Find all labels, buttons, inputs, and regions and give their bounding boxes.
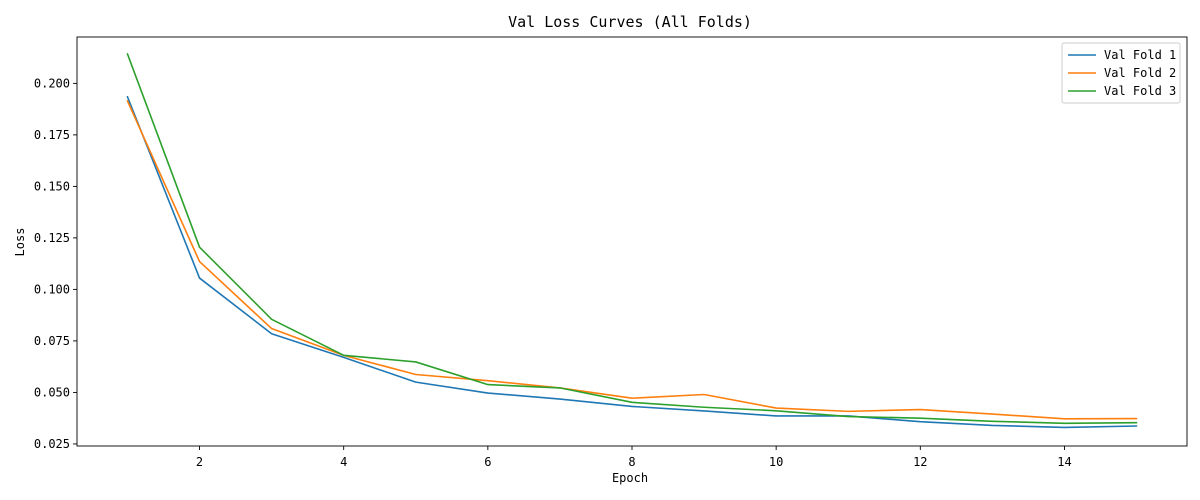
x-tick-label: 12 <box>913 455 927 469</box>
y-tick-label: 0.175 <box>34 128 70 142</box>
legend: Val Fold 1 Val Fold 2 Val Fold 3 <box>1061 42 1181 104</box>
y-tick-label: 0.100 <box>34 282 70 296</box>
y-axis-label: Loss <box>13 228 27 257</box>
legend-box <box>1061 42 1181 104</box>
legend-label-fold-3: Val Fold 3 <box>1104 84 1176 98</box>
chart-title: Val Loss Curves (All Folds) <box>508 13 752 31</box>
y-tick-label: 0.075 <box>34 334 70 348</box>
series-line-fold-3 <box>126 53 1138 425</box>
x-tick-label: 6 <box>484 455 491 469</box>
axes: 2 4 6 8 10 12 14 0.025 0.050 0.075 0.100 0.125 0.150… <box>34 36 1188 469</box>
legend-label-fold-1: Val Fold 1 <box>1104 48 1176 62</box>
y-tick-label: 0.150 <box>34 179 70 193</box>
legend-label-fold-2: Val Fold 2 <box>1104 66 1176 80</box>
x-axis-label: Epoch <box>612 471 648 485</box>
plot-area <box>126 53 1138 429</box>
x-tick-label: 8 <box>628 455 635 469</box>
x-tick-label: 2 <box>196 455 203 469</box>
x-tick-label: 10 <box>769 455 783 469</box>
series-line-fold-2 <box>126 100 1138 420</box>
x-tick-label: 4 <box>340 455 347 469</box>
y-tick-label: 0.200 <box>34 76 70 90</box>
plot-frame <box>76 36 1188 447</box>
x-tick-label: 14 <box>1057 455 1071 469</box>
series-line-fold-1 <box>126 95 1138 429</box>
y-tick-label: 0.050 <box>34 385 70 399</box>
y-tick-label: 0.025 <box>34 437 70 451</box>
y-tick-label: 0.125 <box>34 231 70 245</box>
